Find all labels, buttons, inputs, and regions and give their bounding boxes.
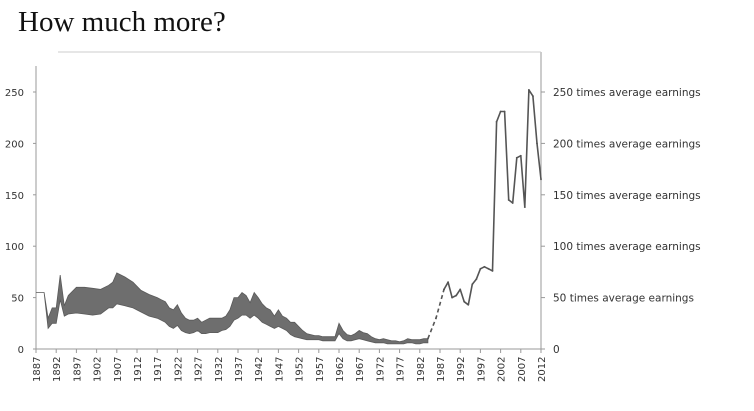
data-point-1995 bbox=[471, 283, 474, 286]
x-tick-label-1977: 1977 bbox=[396, 357, 407, 382]
data-point-1988 bbox=[443, 288, 445, 291]
y-tick-label-200: 200 bbox=[5, 139, 24, 150]
data-point-2008 bbox=[523, 206, 526, 209]
x-tick-label-1922: 1922 bbox=[173, 357, 184, 382]
x-tick-label-1917: 1917 bbox=[153, 357, 164, 382]
data-point-1991 bbox=[455, 294, 458, 297]
x-tick-label-1967: 1967 bbox=[355, 357, 366, 382]
x-tick-label-1937: 1937 bbox=[234, 357, 245, 382]
x-tick-label-1892: 1892 bbox=[52, 357, 63, 382]
data-point-2000 bbox=[491, 269, 494, 272]
earnings-ratio-dashed-segment bbox=[427, 289, 445, 339]
data-point-2005 bbox=[511, 202, 514, 204]
right-axis-label-50: 50 times average earnings bbox=[553, 293, 694, 305]
y-tick-label-100: 100 bbox=[5, 242, 24, 253]
x-tick-label-2007: 2007 bbox=[517, 357, 528, 382]
x-tick-label-1952: 1952 bbox=[295, 357, 306, 382]
x-tick-label-1907: 1907 bbox=[113, 357, 124, 382]
data-point-1996 bbox=[475, 278, 478, 280]
data-point-1984 bbox=[426, 337, 429, 340]
data-point-2011 bbox=[536, 142, 538, 145]
y-tick-label-0: 0 bbox=[18, 345, 24, 356]
x-tick-label-2012: 2012 bbox=[537, 357, 548, 382]
y-tick-label-50: 50 bbox=[11, 294, 24, 305]
x-tick-label-1942: 1942 bbox=[254, 357, 265, 382]
data-point-1990 bbox=[451, 296, 454, 299]
x-tick-label-1962: 1962 bbox=[335, 357, 346, 382]
data-point-2009 bbox=[527, 89, 530, 91]
data-point-2003 bbox=[503, 110, 506, 113]
data-point-2004 bbox=[507, 199, 510, 201]
x-tick-label-1887: 1887 bbox=[32, 357, 43, 382]
data-point-2002 bbox=[499, 110, 502, 113]
data-point-1993 bbox=[463, 300, 466, 303]
right-axis-label-250: 250 times average earnings bbox=[553, 87, 701, 99]
x-tick-label-1912: 1912 bbox=[133, 357, 144, 382]
x-tick-label-1932: 1932 bbox=[214, 357, 225, 382]
x-tick-label-1957: 1957 bbox=[315, 357, 326, 382]
y-tick-label-150: 150 bbox=[5, 191, 24, 202]
data-point-2006 bbox=[515, 156, 518, 159]
x-tick-label-1902: 1902 bbox=[93, 357, 104, 382]
x-tick-label-1927: 1927 bbox=[194, 357, 205, 382]
data-point-2010 bbox=[532, 95, 534, 98]
x-tick-label-1992: 1992 bbox=[456, 357, 467, 382]
chart-title: How much more? bbox=[18, 6, 226, 38]
x-tick-label-1982: 1982 bbox=[416, 357, 427, 382]
data-point-1999 bbox=[487, 267, 490, 270]
earnings-ratio-band bbox=[36, 272, 429, 345]
y-tick-label-250: 250 bbox=[5, 88, 24, 99]
data-point-2007 bbox=[519, 154, 522, 157]
data-point-1986 bbox=[435, 317, 437, 320]
data-point-2001 bbox=[495, 120, 498, 123]
data-point-1989 bbox=[447, 281, 449, 284]
data-point-1997 bbox=[479, 267, 482, 270]
x-tick-label-2002: 2002 bbox=[497, 357, 508, 382]
right-axis-label-100: 100 times average earnings bbox=[553, 241, 701, 253]
x-tick-label-1997: 1997 bbox=[476, 357, 487, 382]
data-point-1998 bbox=[483, 265, 486, 268]
right-axis-label-0: 0 bbox=[553, 344, 560, 356]
right-axis-label-200: 200 times average earnings bbox=[553, 138, 701, 150]
earnings-ratio-line bbox=[443, 89, 542, 306]
right-axis-label-150: 150 times average earnings bbox=[553, 190, 701, 202]
x-tick-label-1972: 1972 bbox=[375, 357, 386, 382]
data-point-1994 bbox=[467, 303, 470, 306]
data-point-2012 bbox=[540, 178, 542, 181]
data-point-1992 bbox=[459, 288, 462, 291]
x-tick-label-1947: 1947 bbox=[274, 357, 285, 382]
x-tick-label-1987: 1987 bbox=[436, 357, 447, 382]
x-tick-label-1897: 1897 bbox=[72, 357, 83, 382]
